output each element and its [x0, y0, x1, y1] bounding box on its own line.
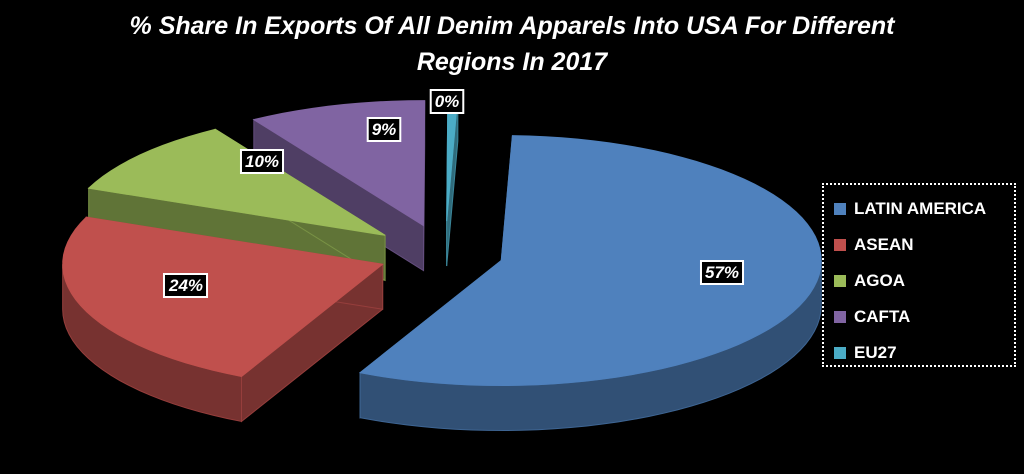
data-label-text-agoa: 10%	[245, 152, 279, 171]
pie-slice-latin-america	[358, 135, 822, 432]
legend-item-cafta: CAFTA	[834, 299, 1014, 335]
legend-label-asean: ASEAN	[854, 235, 914, 254]
data-label-agoa: 10%	[239, 149, 285, 174]
data-label-latin-america: 57%	[699, 260, 745, 285]
legend-item-latin-america: LATIN AMERICA	[834, 191, 1014, 227]
pie-slice-top-agoa	[87, 128, 386, 236]
legend-label-cafta: CAFTA	[854, 307, 911, 326]
pie-slice-top-latin-america	[358, 135, 822, 387]
legend-swatch-asean	[834, 239, 846, 251]
data-label-text-asean: 24%	[168, 276, 203, 295]
data-label-box-asean	[162, 273, 209, 298]
legend-swatch-agoa	[834, 275, 846, 287]
data-label-box-latin-america	[699, 260, 745, 285]
chart-title-line-2: Regions In 2017	[416, 48, 608, 76]
legend-item-agoa: AGOA	[834, 263, 1014, 299]
legend-label-eu27: EU27	[854, 343, 897, 362]
legend-swatch-cafta	[834, 311, 846, 323]
legend-swatch-latin-america	[834, 203, 846, 215]
chart-title: % Share In Exports Of All Denim Apparels…	[0, 8, 1024, 80]
data-label-asean: 24%	[162, 273, 209, 298]
legend-label-latin-america: LATIN AMERICA	[854, 199, 987, 218]
legend-label-agoa: AGOA	[854, 271, 905, 290]
legend-item-eu27: EU27	[834, 335, 1014, 371]
pie-slice-top-asean	[62, 216, 384, 377]
chart-legend: LATIN AMERICA ASEAN AGOA CAFTA EU27	[822, 183, 1016, 367]
data-label-box-eu27	[429, 89, 465, 114]
data-label-cafta: 9%	[366, 117, 402, 142]
legend-item-asean: ASEAN	[834, 227, 1014, 263]
chart-title-line-1: % Share In Exports Of All Denim Apparels…	[129, 12, 895, 40]
data-label-eu27: 0%	[429, 89, 465, 114]
legend-swatch-eu27	[834, 347, 846, 359]
data-label-box-cafta	[366, 117, 402, 142]
pie-slice-asean	[62, 216, 384, 423]
data-label-text-cafta: 9%	[372, 120, 397, 139]
data-label-text-eu27: 0%	[435, 92, 460, 111]
data-label-text-latin-america: 57%	[705, 263, 739, 282]
pie-slice-eu27	[446, 95, 459, 267]
data-label-box-agoa	[239, 149, 285, 174]
